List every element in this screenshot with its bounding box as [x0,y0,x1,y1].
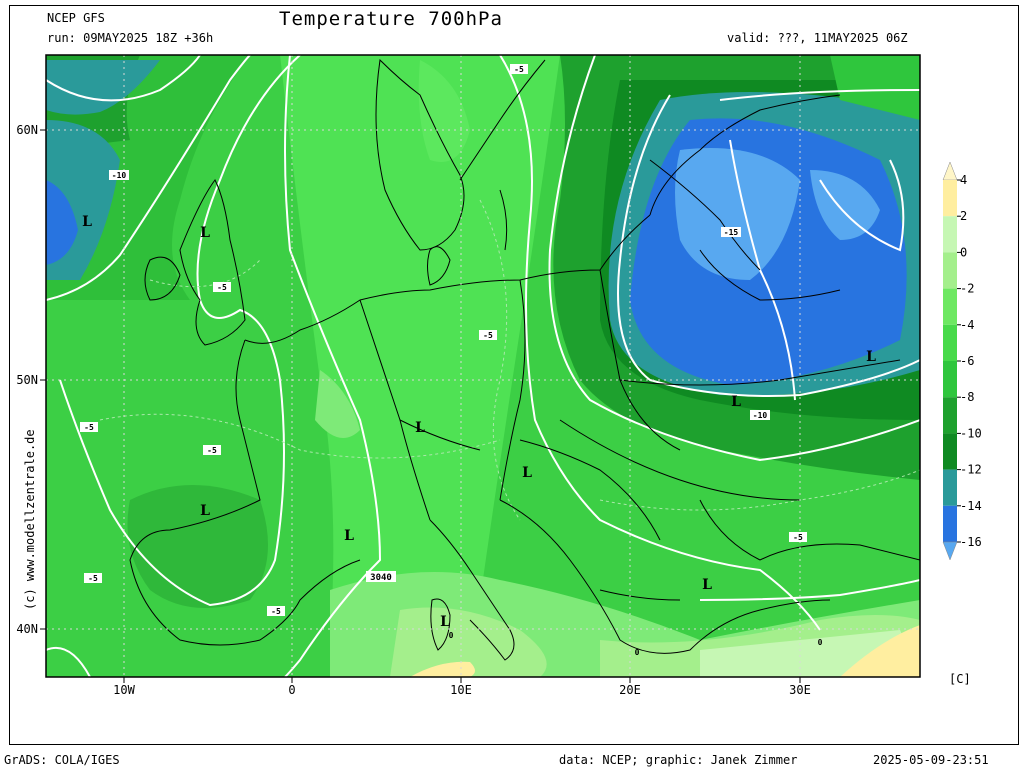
legend-level-label: 2 [960,209,967,223]
contour-label: -10 [750,410,770,420]
plot-frame [9,5,1019,745]
contour-label-height: 3040 [366,571,396,583]
lon-label-10w: 10W [113,683,135,697]
svg-text:3040: 3040 [370,573,392,583]
temperature-area-northeast-green [830,55,920,120]
svg-text:-5: -5 [793,533,803,542]
contour-label: -5 [203,445,221,455]
svg-text:-5: -5 [217,283,227,292]
legend-level-label: -4 [960,318,974,332]
temperature-band-warm [280,55,560,640]
contour-label: -5 [213,282,231,292]
contour-label: -5 [479,330,497,340]
low-pressure-marker: L [440,614,450,630]
watermark-text: (c) www.modellzentrale.de [23,429,37,610]
temperature-band-warm-north [418,60,470,162]
contour-label: 0 [818,638,823,647]
graticule [46,55,920,677]
model-label: NCEP GFS [47,11,105,25]
isotherm-lines [99,199,920,521]
svg-text:-10: -10 [753,411,768,420]
run-label: run: 09MAY2025 18Z +36h [47,31,214,45]
footer-credits: data: NCEP; graphic: Janek Zimmer [559,753,798,767]
svg-text:-5: -5 [207,446,217,455]
legend-swatch [943,469,957,506]
low-pressure-marker: L [866,349,876,365]
lat-label-40n: 40N [16,622,38,636]
svg-text:-5: -5 [514,65,524,74]
color-legend: 4 2 0 -2 -4 -6 -8 -10 -12 -14 -16 [942,161,982,561]
contour-label: 0 [449,631,454,640]
legend-level-label: 4 [960,173,967,187]
low-pressure-marker: L [522,465,532,481]
contour-label: -15 [721,227,741,237]
temperature-area-warm-africa [410,661,475,677]
contour-label: -5 [80,422,98,432]
svg-text:-5: -5 [88,574,98,583]
map-border [45,54,921,678]
low-pressure-marker: L [82,214,92,230]
legend-swatch [943,216,957,253]
low-pressure-marker: L [200,225,210,241]
lon-label-10e: 10E [450,683,472,697]
contour-label: 0 [635,648,640,657]
low-pressure-marker: L [200,503,210,519]
svg-text:-5: -5 [271,607,281,616]
contour-label: -5 [789,532,807,542]
low-pressure-marker: L [415,420,425,436]
temperature-area-blue-west [46,180,78,265]
legend-level-label: -16 [960,535,982,549]
lon-label-30e: 30E [789,683,811,697]
legend-swatch-top [942,161,958,181]
axis-ticks [40,129,801,683]
legend-swatch [943,324,957,361]
geopotential-contours [46,55,920,677]
svg-text:-5: -5 [483,331,493,340]
temperature-area-warm-corner [840,625,920,677]
svg-text:-15: -15 [724,228,739,237]
lon-label-20e: 20E [619,683,641,697]
legend-level-label: 0 [960,245,967,259]
temperature-patch-france [315,370,360,438]
legend-swatch [943,397,957,434]
legend-level-label: -8 [960,390,974,404]
lat-label-60n: 60N [16,123,38,137]
contour-label: -5 [510,64,528,74]
low-pressure-marker: L [702,577,712,593]
legend-swatch [943,180,957,217]
legend-unit: [C] [949,672,971,686]
temperature-area-teal-northwest [46,60,160,115]
temperature-area-mediterranean-light [390,607,547,677]
legend-level-label: -14 [960,499,982,513]
legend-level-label: -2 [960,282,974,296]
legend-level-label: -10 [960,426,982,440]
temperature-area-east-lightblue-2 [810,170,880,240]
contour-label: -10 [109,170,129,180]
legend-level-label: -6 [960,354,974,368]
svg-text:-5: -5 [84,423,94,432]
legend-swatch [943,361,957,398]
valid-time-label: valid: ???, 11MAY2025 06Z [727,31,908,45]
contour-label: -5 [267,606,285,616]
footer-software: GrADS: COLA/IGES [4,753,120,767]
contour-label: -5 [84,573,102,583]
low-pressure-marker: L [344,528,354,544]
legend-swatch [943,433,957,470]
lon-label-0: 0 [288,683,295,697]
svg-text:-10: -10 [112,171,127,180]
legend-swatch [943,505,957,542]
legend-swatch-bottom [942,541,958,561]
lat-label-50n: 50N [16,373,38,387]
footer-timestamp: 2025-05-09-23:51 [873,753,989,767]
temperature-area-east-lightblue [675,148,800,280]
low-pressure-marker: L [731,394,741,410]
legend-level-label: -12 [960,463,982,477]
legend-swatch [943,288,957,325]
legend-swatch [943,252,957,289]
page-title: Temperature 700hPa [279,8,503,30]
temperature-area-iberia [127,485,268,608]
